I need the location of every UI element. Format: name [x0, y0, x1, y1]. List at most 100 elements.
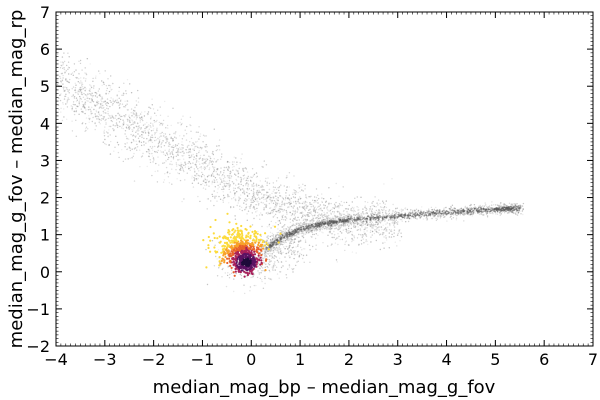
background-point: [297, 209, 299, 211]
background-point: [112, 102, 114, 105]
background-point: [202, 173, 204, 176]
background-point: [163, 162, 166, 164]
background-point: [155, 120, 157, 123]
background-point: [154, 112, 156, 114]
background-point: [287, 197, 289, 199]
background-point: [128, 114, 130, 116]
background-point: [232, 163, 234, 166]
background-point: [214, 186, 216, 188]
background-point: [175, 147, 178, 149]
background-point: [371, 202, 373, 204]
background-point: [137, 101, 140, 103]
background-point: [157, 144, 160, 146]
background-point: [166, 154, 169, 156]
background-point: [306, 201, 308, 204]
background-point: [265, 194, 268, 196]
background-point: [365, 209, 367, 212]
background-point: [395, 207, 397, 210]
background-point: [241, 209, 243, 212]
background-point: [351, 222, 353, 224]
background-point: [163, 145, 166, 147]
background-point: [371, 208, 373, 210]
background-point: [313, 201, 315, 204]
background-point: [227, 194, 229, 196]
background-point: [294, 209, 296, 212]
background-point: [199, 200, 201, 203]
background-point: [129, 157, 131, 159]
background-point: [75, 84, 77, 86]
background-point: [265, 203, 268, 206]
background-point: [114, 117, 116, 119]
background-point: [264, 266, 266, 268]
background-point: [121, 94, 123, 97]
background-point: [268, 196, 270, 198]
background-point: [388, 217, 390, 220]
background-point: [97, 102, 99, 105]
background-point: [267, 191, 269, 194]
background-point: [255, 204, 257, 206]
background-point: [295, 191, 297, 194]
background-point: [278, 251, 280, 253]
background-point: [312, 218, 314, 220]
background-point: [459, 208, 461, 210]
background-point: [266, 192, 268, 194]
background-point: [324, 218, 326, 220]
background-point: [304, 218, 306, 221]
background-point: [271, 268, 274, 270]
background-point: [119, 115, 122, 118]
background-point: [196, 173, 198, 175]
background-point: [124, 146, 126, 148]
background-point: [157, 156, 159, 158]
background-point: [260, 235, 262, 237]
background-point: [266, 236, 268, 238]
background-point: [309, 203, 311, 205]
background-point: [323, 207, 325, 209]
background-point: [104, 70, 106, 72]
background-point: [377, 213, 379, 215]
background-point: [275, 198, 277, 200]
background-point: [99, 123, 101, 125]
background-point: [393, 229, 396, 231]
background-point: [382, 210, 384, 212]
background-point: [135, 115, 137, 117]
background-point: [473, 204, 476, 206]
background-point: [270, 211, 272, 213]
background-point: [205, 180, 208, 183]
background-point: [94, 104, 96, 106]
background-point: [256, 207, 258, 210]
background-point: [285, 177, 287, 179]
background-point: [303, 232, 305, 234]
background-point: [125, 90, 127, 92]
background-point: [321, 231, 323, 233]
background-point: [522, 213, 524, 216]
background-point: [139, 119, 141, 121]
background-point: [140, 144, 143, 147]
background-point: [315, 196, 318, 199]
background-point: [111, 88, 113, 91]
background-point: [145, 127, 147, 130]
background-point: [133, 152, 135, 155]
background-point: [229, 273, 231, 276]
background-point: [262, 246, 264, 248]
background-point: [284, 197, 287, 199]
background-point: [302, 254, 305, 257]
background-point: [313, 196, 316, 198]
background-point: [370, 210, 373, 212]
background-point: [370, 241, 372, 243]
background-point: [138, 140, 141, 142]
background-point: [327, 234, 329, 236]
background-point: [319, 207, 321, 210]
background-point: [131, 157, 133, 159]
background-point: [299, 206, 301, 208]
background-point: [238, 198, 240, 200]
background-point: [278, 189, 280, 192]
ridge-point: [365, 220, 368, 223]
background-point: [393, 232, 395, 234]
background-point: [296, 253, 298, 255]
background-point: [312, 228, 314, 231]
background-point: [77, 90, 80, 92]
background-point: [334, 215, 336, 218]
background-point: [400, 211, 403, 213]
background-point: [287, 206, 289, 209]
